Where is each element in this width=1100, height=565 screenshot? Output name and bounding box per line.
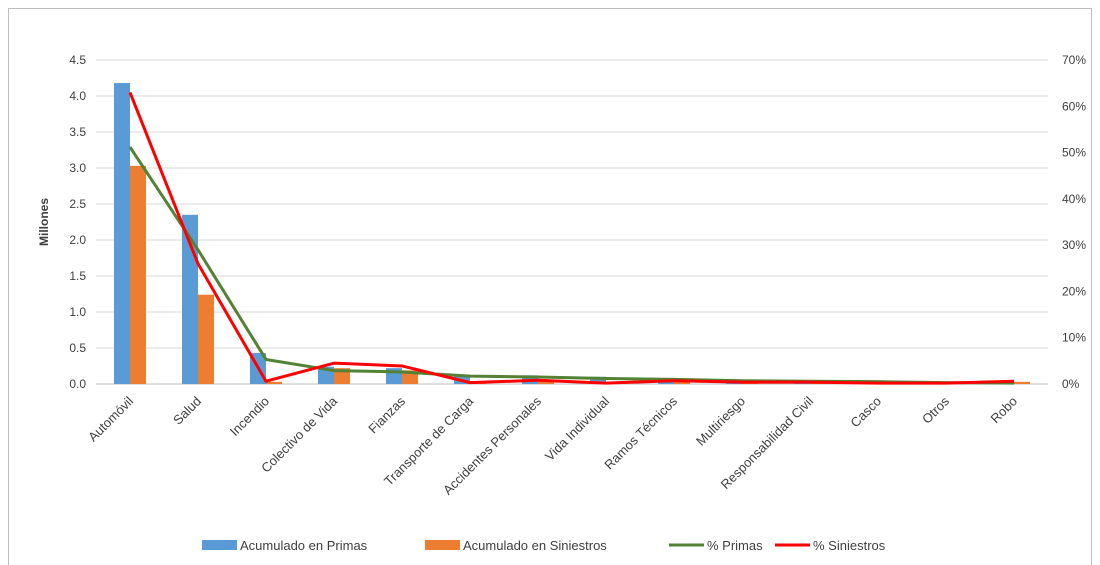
x-tick-label: Otros [919, 393, 952, 426]
x-tick-label: Fianzas [365, 393, 408, 436]
y2-tick-label: 70% [1062, 53, 1086, 67]
y-tick-label: 2.5 [69, 197, 86, 211]
y-tick-label: 1.0 [69, 305, 86, 319]
y-tick-label: 0.5 [69, 341, 86, 355]
x-tick-label: Incendio [227, 394, 272, 439]
series-lines [128, 91, 1015, 385]
y-tick-label: 3.5 [69, 125, 86, 139]
legend-label: % Siniestros [813, 538, 886, 553]
bar-siniestros [130, 165, 146, 384]
x-tick-label: Salud [170, 394, 204, 428]
y-tick-label: 3.0 [69, 161, 86, 175]
y2-tick-label: 0% [1062, 377, 1080, 391]
y-tick-label: 0.0 [69, 377, 86, 391]
x-tick-label: Vida Individual [542, 393, 612, 463]
legend-label: Acumulado en Primas [240, 538, 368, 553]
bar-primas [114, 83, 130, 384]
bar-primas [590, 376, 606, 384]
legend-swatch [425, 540, 460, 550]
x-tick-label: Automóvil [85, 393, 136, 444]
y2-tick-label: 30% [1062, 238, 1086, 252]
bar-siniestros [198, 294, 214, 384]
y-axis-title: Millones [37, 198, 51, 246]
y-tick-label: 1.5 [69, 269, 86, 283]
line-pct-siniestros [128, 91, 1015, 385]
bar-siniestros [674, 381, 690, 384]
y2-tick-label: 20% [1062, 284, 1086, 298]
x-tick-label: Casco [847, 394, 884, 431]
y-tick-label: 4.5 [69, 53, 86, 67]
y2-tick-label: 10% [1062, 331, 1086, 345]
bars [114, 83, 1030, 384]
bar-siniestros [1014, 381, 1030, 384]
legend-label: % Primas [707, 538, 763, 553]
legend-swatch [202, 540, 237, 550]
y2-tick-label: 40% [1062, 192, 1086, 206]
y-tick-label: 4.0 [69, 89, 86, 103]
bar-siniestros [538, 380, 554, 384]
legend-label: Acumulado en Siniestros [463, 538, 607, 553]
x-tick-label: Robo [988, 394, 1021, 427]
legend: Acumulado en Primas Acumulado en Siniestr… [202, 538, 886, 553]
chart-frame [8, 8, 1092, 565]
y2-tick-label: 50% [1062, 146, 1086, 160]
y-tick-label: 2.0 [69, 233, 86, 247]
y2-tick-label: 60% [1062, 99, 1086, 113]
bar-siniestros [266, 381, 282, 384]
x-tick-label: Multiriesgo [693, 394, 748, 449]
x-tick-label: Ramos Técnicos [601, 393, 680, 472]
